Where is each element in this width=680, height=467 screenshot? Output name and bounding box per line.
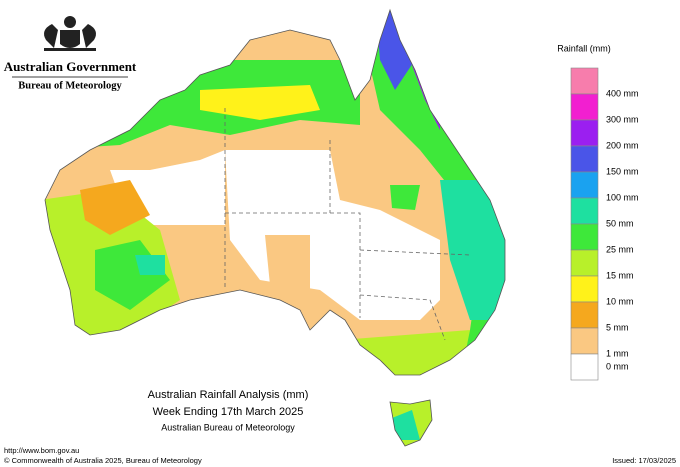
agency-name: Bureau of Meteorology (18, 80, 122, 91)
state-border (359, 294, 446, 341)
rain-area (200, 85, 320, 120)
coat-of-arms (44, 16, 96, 51)
legend-label: 1 mm (606, 348, 629, 358)
legend-swatch (570, 67, 599, 95)
legend-swatch (570, 275, 599, 303)
footer-url: http://www.bom.gov.au (4, 446, 79, 455)
legend-label: 5 mm (606, 322, 629, 332)
legend-swatch (570, 197, 599, 225)
legend-label: 50 mm (606, 218, 634, 228)
state-border (225, 212, 361, 318)
rain-area (135, 255, 165, 275)
rain-area (265, 235, 310, 290)
legend-label: 300 mm (606, 114, 639, 124)
state-border (359, 249, 471, 256)
footer-copyright: © Commonwealth of Australia 2025, Bureau… (4, 456, 202, 465)
legend-swatch (570, 249, 599, 277)
legend-label: 0 mm (606, 361, 629, 371)
map-subtitle: Week Ending 17th March 2025 (153, 406, 304, 418)
footer-issued: Issued: 17/03/2025 (612, 456, 676, 465)
legend-label: 200 mm (606, 140, 639, 150)
legend-title: Rainfall (mm) (557, 43, 611, 53)
government-name: Australian Government (4, 59, 137, 74)
map-credit: Australian Bureau of Meteorology (161, 422, 295, 432)
legend-label: 15 mm (606, 270, 634, 280)
legend: 400 mm 300 mm 200 mm 150 mm 100 mm 50 mm 25 mm… (570, 67, 639, 381)
legend-swatch (570, 145, 599, 173)
legend-swatch (570, 93, 599, 121)
rain-area (392, 410, 420, 440)
legend-label: 10 mm (606, 296, 634, 306)
legend-swatch (570, 223, 599, 251)
legend-swatch (570, 119, 599, 147)
map-title: Australian Rainfall Analysis (mm) (148, 389, 309, 401)
legend-swatch (570, 301, 599, 329)
legend-label: 25 mm (606, 244, 634, 254)
legend-label: 150 mm (606, 166, 639, 176)
legend-label: 400 mm (606, 88, 639, 98)
legend-label: 100 mm (606, 192, 639, 202)
legend-swatch (570, 353, 599, 381)
legend-swatch (570, 171, 599, 199)
legend-swatch (570, 327, 599, 355)
rain-area (390, 185, 420, 210)
rain-area (80, 180, 150, 235)
